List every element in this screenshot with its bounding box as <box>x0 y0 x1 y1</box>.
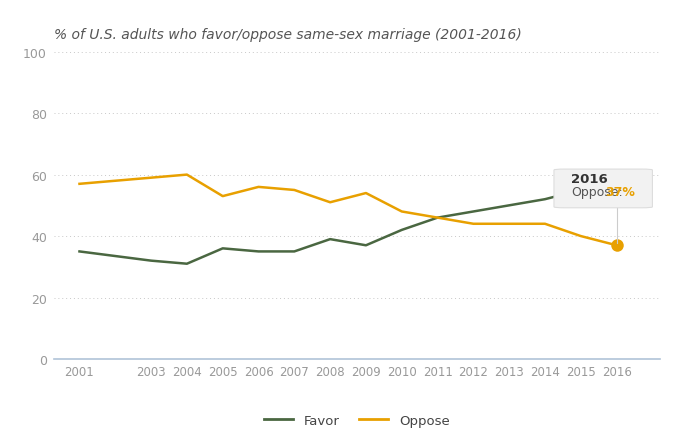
Legend: Favor, Oppose: Favor, Oppose <box>259 409 455 432</box>
Text: Oppose:: Oppose: <box>571 186 623 199</box>
FancyBboxPatch shape <box>554 170 652 208</box>
Text: % of U.S. adults who favor/oppose same-sex marriage (2001-2016): % of U.S. adults who favor/oppose same-s… <box>54 28 522 42</box>
Text: 2016: 2016 <box>571 173 608 186</box>
Text: 37%: 37% <box>605 186 634 199</box>
